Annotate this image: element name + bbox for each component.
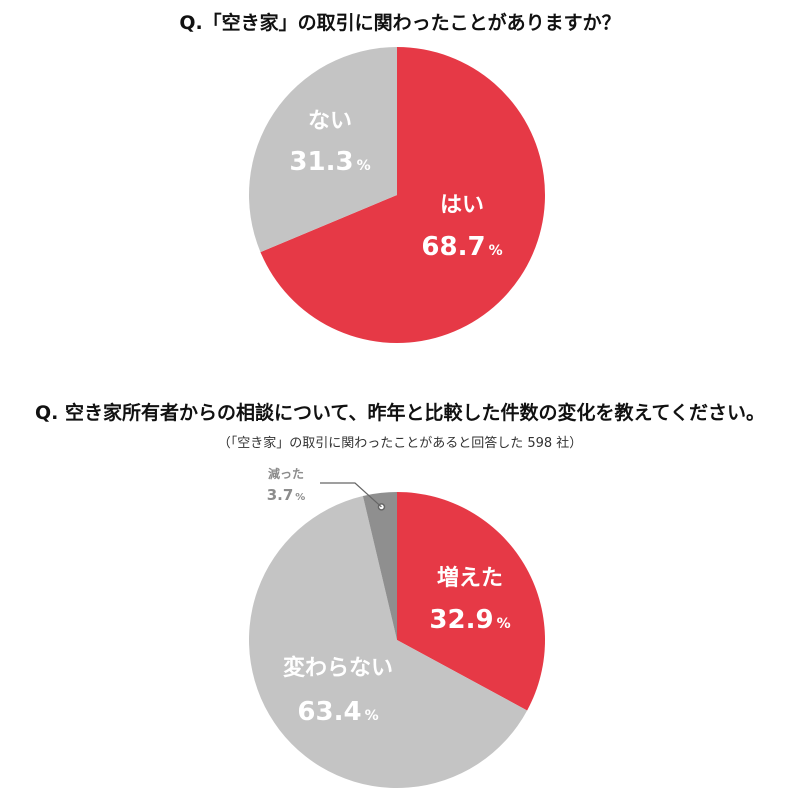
pie-slice-1 [397,492,545,711]
slice-label: ない [308,109,352,134]
chart2-subtitle: （「空き家」の取引に関わったことがあると回答した 598 社） [217,436,583,451]
pie-slice-3 [362,492,397,640]
slice-value: 3.7% [267,486,306,504]
callout-line [320,482,382,508]
slice-label: 変わらない [283,655,393,681]
slice-label: はい [440,193,484,218]
chart2-title: Q. 空き家所有者からの相談について、昨年と比較した件数の変化を教えてください。 [35,402,765,424]
slice-label: 減った [268,466,304,481]
pie-slice-1 [260,47,545,343]
pie-slice-2 [249,495,528,788]
pie-slices [248,47,545,343]
pie-slices [249,492,545,788]
slice-label: 増えた [437,565,503,591]
pie-slice-2 [248,47,397,253]
chart1-title: Q.「空き家」の取引に関わったことがありますか？ [179,12,621,34]
